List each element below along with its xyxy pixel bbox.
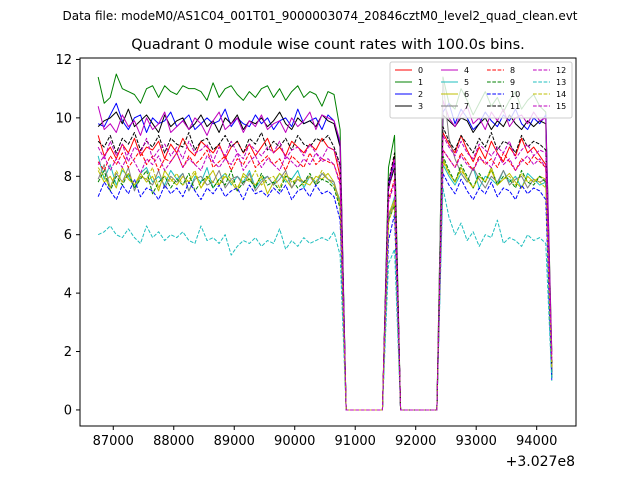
- plot-frame: [79, 57, 577, 427]
- legend-label-8: 8: [510, 66, 515, 75]
- y-tick-label: 0: [64, 403, 72, 418]
- chart-title: Quadrant 0 module wise count rates with …: [131, 37, 525, 53]
- x-tick-label: 87000: [93, 434, 134, 449]
- series-line-13: [97, 187, 553, 411]
- y-tick-label: 4: [64, 287, 72, 302]
- legend-label-11: 11: [510, 102, 520, 111]
- series-line-10: [97, 172, 553, 411]
- y-tick-label: 2: [64, 345, 72, 360]
- legend-label-10: 10: [510, 90, 520, 99]
- x-tick-label: 88000: [153, 434, 194, 449]
- legend-label-4: 4: [464, 66, 469, 75]
- x-tick-label: 94000: [516, 434, 557, 449]
- series-line-11: [97, 126, 553, 411]
- series-line-15: [97, 149, 553, 411]
- legend-label-13: 13: [556, 78, 566, 87]
- x-tick-label: 90000: [274, 434, 315, 449]
- y-tick-label: 6: [64, 228, 72, 243]
- x-tick-label: 89000: [214, 434, 255, 449]
- series-line-2: [97, 102, 553, 411]
- x-tick-label: 91000: [335, 434, 376, 449]
- legend-label-1: 1: [418, 78, 423, 87]
- series-line-7: [97, 79, 553, 411]
- legend-label-0: 0: [418, 66, 423, 75]
- x-tick-label: 92000: [395, 434, 436, 449]
- suptitle: Data file: modeM0/AS1C04_001T01_90000030…: [62, 9, 577, 23]
- series-line-14: [97, 161, 553, 411]
- legend-label-6: 6: [464, 90, 469, 99]
- legend-label-5: 5: [464, 78, 469, 87]
- y-tick-label: 8: [64, 170, 72, 185]
- legend-label-3: 3: [418, 102, 423, 111]
- series-layer: [97, 73, 553, 411]
- legend-frame: [389, 61, 573, 119]
- legend-label-12: 12: [556, 66, 566, 75]
- y-tick-label: 10: [55, 111, 72, 126]
- x-tick-label: 93000: [456, 434, 497, 449]
- legend-label-7: 7: [464, 102, 469, 111]
- legend-label-14: 14: [556, 90, 566, 99]
- series-line-4: [97, 99, 553, 411]
- series-line-3: [97, 108, 553, 411]
- x-axis: 87000 88000 89000 90000 91000 92000 93000 94000: [93, 426, 557, 449]
- series-line-0: [97, 131, 553, 411]
- legend-label-15: 15: [556, 102, 566, 111]
- series-line-9: [97, 155, 553, 411]
- y-tick-label: 12: [55, 53, 72, 68]
- y-axis: 0 2 4 6 8 10 12: [55, 53, 80, 418]
- x-offset-label: +3.027e8: [506, 454, 575, 470]
- legend-label-9: 9: [510, 78, 515, 87]
- series-line-12: [97, 134, 553, 411]
- legend-label-2: 2: [418, 90, 423, 99]
